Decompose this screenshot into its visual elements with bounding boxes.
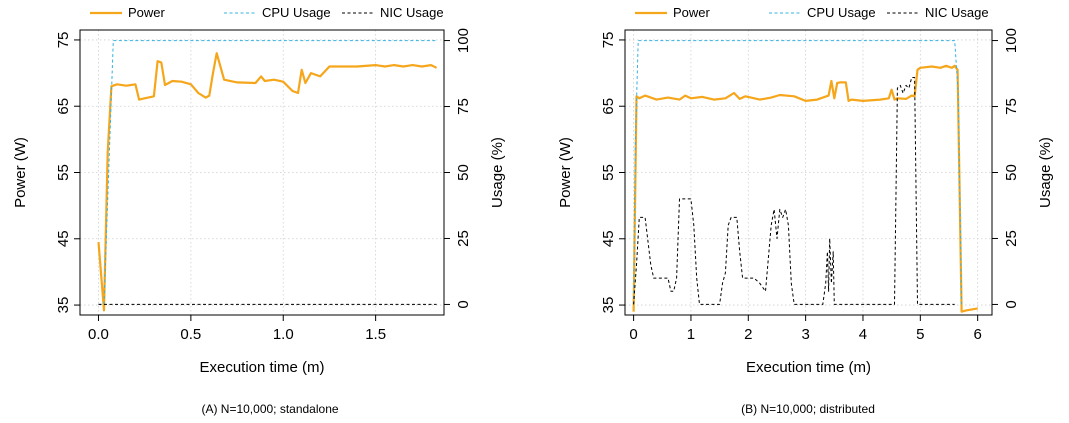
y-tick-label: 35	[600, 297, 617, 314]
series-nic-usage	[633, 77, 955, 305]
y-tick-label: 65	[600, 98, 617, 115]
y-right-tick-label: 0	[1003, 300, 1020, 308]
legend: Power CPU Usage NIC Usage	[90, 5, 444, 20]
chart-caption: (A) N=10,000; standalone	[201, 402, 338, 416]
y-right-tick-label: 75	[1003, 98, 1020, 115]
y-tick-label: 65	[55, 98, 72, 115]
x-tick-label: 1.0	[273, 326, 294, 343]
plot-frame	[624, 29, 993, 316]
y-right-tick-label: 75	[455, 98, 472, 115]
x-tick-label: 1	[687, 326, 695, 343]
grid	[80, 30, 444, 315]
y-tick-label: 45	[600, 230, 617, 247]
x-tick-label: 2	[744, 326, 752, 343]
grid	[625, 30, 992, 315]
y-right-tick-label: 100	[1003, 28, 1020, 53]
x-tick-label: 5	[916, 326, 924, 343]
x-tick-label: 0.0	[88, 326, 109, 343]
x-tick-label: 6	[973, 326, 981, 343]
x-tick-label: 4	[859, 326, 867, 343]
chart-caption: (B) N=10,000; distributed	[741, 402, 875, 416]
y-tick-label: 75	[600, 32, 617, 49]
legend-label: Power	[673, 5, 711, 20]
y-tick-label: 55	[55, 164, 72, 181]
y-tick-label: 75	[55, 32, 72, 49]
y-tick-label: 55	[600, 164, 617, 181]
y-right-tick-label: 25	[455, 230, 472, 247]
series-power	[97, 52, 438, 312]
legend-label: Power	[128, 5, 166, 20]
y-tick-label: 35	[55, 297, 72, 314]
x-axis-label: Execution time (m)	[199, 359, 324, 376]
y-right-axis-label: Usage (%)	[1037, 137, 1054, 208]
y-right-tick-label: 0	[455, 300, 472, 308]
x-tick-label: 0	[629, 326, 637, 343]
x-tick-label: 1.5	[365, 326, 386, 343]
series-power	[632, 64, 978, 313]
legend-label: NIC Usage	[380, 5, 444, 20]
legend-label: CPU Usage	[807, 5, 876, 20]
y-right-tick-label: 50	[455, 164, 472, 181]
x-axis-label: Execution time (m)	[746, 359, 871, 376]
legend-label: CPU Usage	[262, 5, 331, 20]
x-tick-label: 0.5	[180, 326, 201, 343]
y-right-tick-label: 100	[455, 28, 472, 53]
y-right-axis-label: Usage (%)	[489, 137, 506, 208]
y-axis-label: Power (W)	[12, 137, 29, 208]
series-cpu-usage	[633, 40, 963, 305]
x-tick-label: 3	[801, 326, 809, 343]
legend: Power CPU Usage NIC Usage	[635, 5, 989, 20]
y-axis-label: Power (W)	[557, 137, 574, 208]
chart-a: 0.0 0.5 1.0 1.5 35 45 55 65 75 0 25 50 75 100 Executio…	[12, 5, 506, 416]
y-right-tick-label: 25	[1003, 230, 1020, 247]
y-tick-label: 45	[55, 230, 72, 247]
legend-label: NIC Usage	[925, 5, 989, 20]
y-right-tick-label: 50	[1003, 164, 1020, 181]
